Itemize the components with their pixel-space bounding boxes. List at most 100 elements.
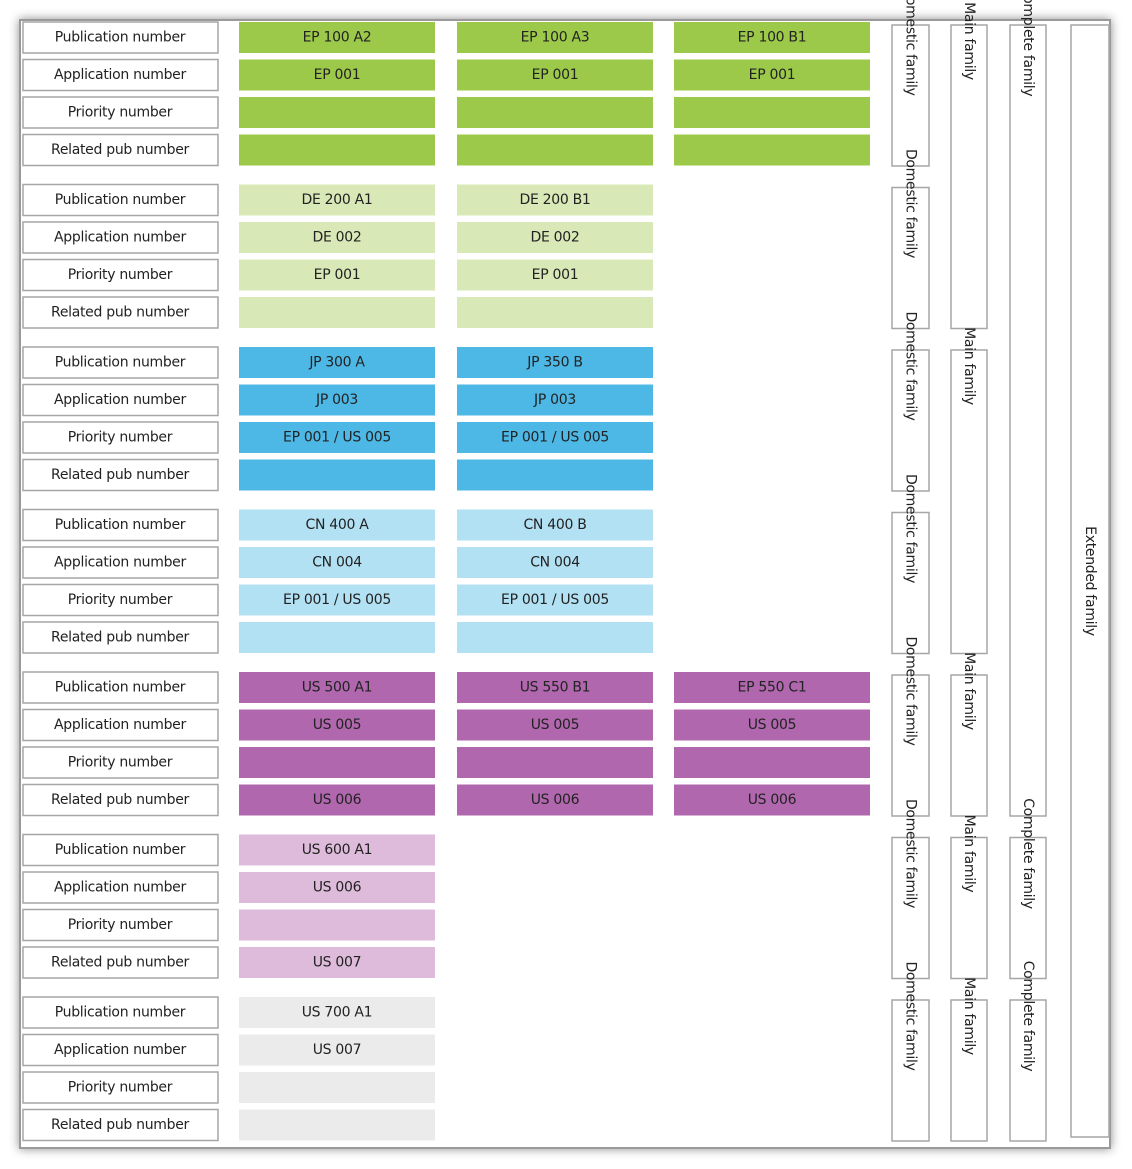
cell: [239, 547, 435, 578]
cell: [239, 909, 435, 941]
complete-family-box: [1009, 999, 1047, 1142]
complete-family: Complete family: [1020, 798, 1036, 909]
domestic-family-box: [891, 511, 930, 655]
row-label-box: [22, 96, 219, 129]
row-label-box: [22, 783, 219, 817]
cell-text: EP 100 A2: [303, 30, 372, 46]
cell: [239, 22, 435, 53]
cell: [457, 672, 653, 703]
cell-text: EP 001: [532, 267, 579, 283]
row-label-box: [22, 258, 219, 292]
row-label-box: [22, 296, 219, 329]
cell: [457, 297, 653, 328]
cell-text: US 005: [313, 717, 362, 733]
main-family: Main family: [961, 327, 977, 405]
row-label-box: [22, 996, 219, 1029]
cell: [674, 709, 870, 741]
cell-text: EP 100 B1: [738, 30, 807, 46]
row-label-box: [22, 583, 219, 617]
cell: [239, 222, 435, 253]
cell-text: DE 200 B1: [519, 192, 590, 208]
row-label-box: [22, 946, 219, 979]
domestic-family-box: [891, 836, 930, 980]
cell: [239, 384, 435, 416]
row-label: Priority number: [68, 755, 173, 771]
cell: [239, 347, 435, 378]
cell-text: JP 350 B: [526, 355, 582, 371]
domestic-family: Domestic family: [903, 0, 919, 96]
cell: [674, 59, 870, 91]
cell-text: CN 004: [530, 555, 580, 571]
row-label-box: [22, 383, 219, 417]
row-label: Application number: [54, 1042, 186, 1058]
main-family-box: [950, 24, 988, 330]
cell: [239, 459, 435, 491]
cell: [239, 947, 435, 978]
domestic-family: Domestic family: [903, 149, 919, 258]
domestic-family: Domestic family: [903, 799, 919, 908]
cell-text: US 006: [748, 792, 797, 808]
row-label-box: [22, 1033, 219, 1067]
cell-text: US 550 B1: [520, 680, 591, 696]
main-family: Main family: [961, 815, 977, 893]
main-family-box: [950, 836, 988, 980]
cell-text: US 005: [748, 717, 797, 733]
cell: [239, 709, 435, 741]
row-label-box: [22, 133, 219, 167]
cell: [239, 59, 435, 91]
cell: [239, 1034, 435, 1066]
row-label: Publication number: [55, 30, 186, 46]
cell: [457, 509, 653, 541]
extended-family: Extended family: [1082, 526, 1098, 636]
cell: [239, 747, 435, 778]
cell-text: DE 200 A1: [301, 192, 372, 208]
cell: [674, 97, 870, 128]
cell-text: DE 002: [531, 230, 580, 246]
cell: [674, 134, 870, 166]
cell: [457, 709, 653, 741]
cell-text: CN 004: [312, 555, 362, 571]
row-label: Priority number: [68, 430, 173, 446]
row-label-box: [22, 708, 219, 742]
cell: [239, 997, 435, 1028]
cell-text: EP 100 A3: [521, 30, 590, 46]
cell: [457, 747, 653, 778]
row-label: Application number: [54, 392, 186, 408]
row-label-box: [22, 221, 219, 254]
cell: [239, 834, 435, 866]
cell: [457, 222, 653, 253]
main-family-box: [950, 349, 988, 655]
row-label-box: [22, 458, 219, 492]
row-label-box: [22, 546, 219, 579]
row-label: Priority number: [68, 105, 173, 121]
row-label: Priority number: [68, 1080, 173, 1096]
cell: [239, 259, 435, 291]
row-label-box: [22, 346, 219, 379]
cell: [239, 297, 435, 328]
domestic-family: Domestic family: [903, 474, 919, 583]
row-label: Publication number: [55, 680, 186, 696]
cell-text: US 006: [313, 880, 362, 896]
row-label-box: [22, 21, 219, 54]
cell-text: US 500 A1: [302, 680, 373, 696]
row-label: Application number: [54, 717, 186, 733]
row-label: Related pub number: [51, 142, 190, 158]
row-label: Publication number: [55, 842, 186, 858]
main-family-box: [950, 674, 988, 817]
domestic-family: Domestic family: [903, 961, 919, 1070]
cell: [239, 422, 435, 453]
cell: [239, 509, 435, 541]
cell: [239, 872, 435, 903]
cell: [674, 747, 870, 778]
row-label: Priority number: [68, 267, 173, 283]
row-label-box: [22, 508, 219, 542]
cell: [239, 672, 435, 703]
row-label: Priority number: [68, 917, 173, 933]
domestic-family: Domestic family: [903, 636, 919, 745]
cell: [457, 459, 653, 491]
cell: [457, 134, 653, 166]
row-label: Related pub number: [51, 467, 190, 483]
cell: [457, 22, 653, 53]
cell-text: EP 001 / US 005: [501, 592, 609, 608]
cell: [457, 622, 653, 653]
